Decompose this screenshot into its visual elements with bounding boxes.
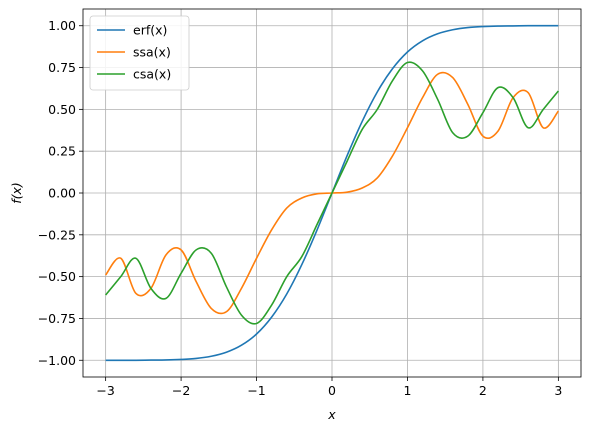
y-tick-label: 0.50 bbox=[48, 102, 76, 117]
y-tick-label: 0.75 bbox=[48, 60, 76, 75]
x-tick-label: −3 bbox=[96, 383, 114, 398]
series-lines bbox=[104, 24, 560, 362]
x-tick-label: −2 bbox=[172, 383, 190, 398]
y-tick-label: −0.25 bbox=[38, 227, 76, 242]
legend-box bbox=[89, 15, 190, 91]
y-tick-label: −0.75 bbox=[38, 311, 76, 326]
x-tick-label: 2 bbox=[479, 383, 487, 398]
y-tick-label: 0.25 bbox=[48, 144, 76, 159]
x-tick-label: −1 bbox=[247, 383, 265, 398]
y-axis-ticks: −1.00 −0.75 −0.50 −0.25 0.00 0.25 0.50 0.75 1.00 bbox=[38, 18, 83, 368]
series-line-2 bbox=[105, 61, 559, 325]
x-tick-label: 3 bbox=[554, 383, 562, 398]
x-tick-label: 0 bbox=[328, 383, 336, 398]
legend-label-0: erf(x) bbox=[133, 23, 167, 38]
y-tick-label: −0.50 bbox=[38, 269, 76, 284]
legend-label-2: csa(x) bbox=[133, 67, 171, 82]
y-axis-label: f(x) bbox=[9, 182, 24, 204]
legend: erf(x) ssa(x) csa(x) bbox=[89, 15, 190, 91]
legend-label-1: ssa(x) bbox=[133, 45, 171, 60]
x-axis-label: x bbox=[327, 407, 336, 422]
y-tick-label: −1.00 bbox=[38, 353, 76, 368]
x-axis-ticks: −3 −2 −1 0 1 2 3 bbox=[96, 377, 562, 398]
y-tick-label: 1.00 bbox=[48, 18, 76, 33]
x-tick-label: 1 bbox=[403, 383, 411, 398]
grid bbox=[83, 9, 581, 377]
y-tick-label: 0.00 bbox=[48, 186, 76, 201]
